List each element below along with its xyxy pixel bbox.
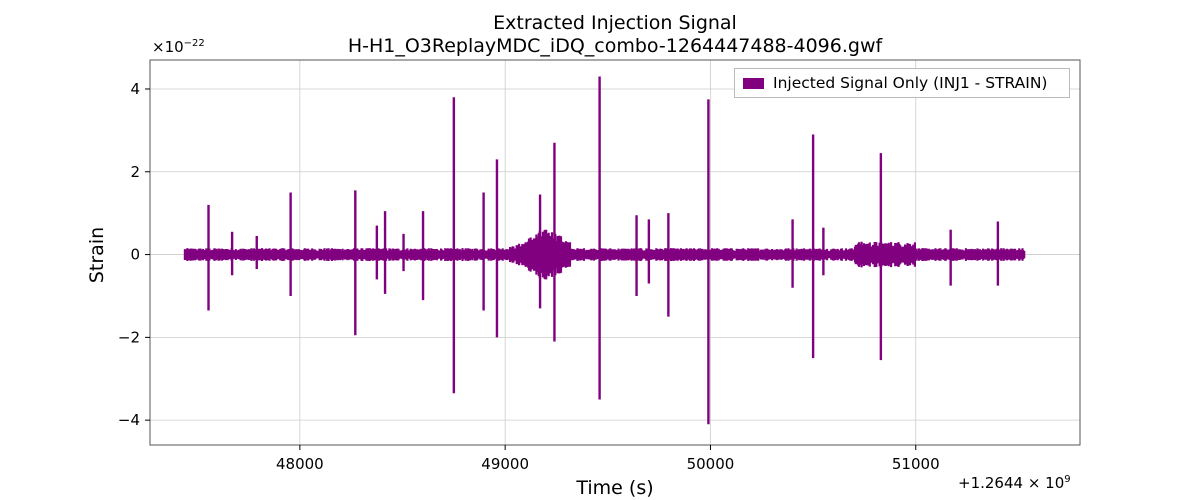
y-axis-label: Strain	[86, 226, 108, 284]
y-scale-factor: ×10−22	[152, 38, 205, 56]
legend: Injected Signal Only (INJ1 - STRAIN)	[734, 68, 1070, 98]
signal-series	[183, 76, 1026, 425]
x-tick-label: 48000	[276, 455, 324, 473]
chart-subtitle: H-H1_O3ReplayMDC_iDQ_combo-1264447488-40…	[347, 35, 883, 57]
legend-swatch	[743, 77, 764, 89]
x-offset-label: +1.2644 × 109	[958, 474, 1071, 492]
chart-title: Extracted Injection Signal	[493, 12, 737, 34]
x-tick-label: 49000	[481, 455, 529, 473]
y-tick-label: 4	[130, 80, 140, 98]
axes: 48000 49000 50000 51000 −4 −2 0 2 4	[118, 59, 1081, 473]
x-tick-label: 51000	[892, 455, 940, 473]
plot-frame	[149, 59, 1081, 446]
y-tick-label: 2	[130, 163, 140, 181]
y-tick-label: −2	[118, 328, 140, 346]
x-axis-label: Time (s)	[576, 477, 654, 499]
x-tick-label: 50000	[687, 455, 735, 473]
legend-label: Injected Signal Only (INJ1 - STRAIN)	[773, 74, 1048, 92]
y-tick-label: −4	[118, 411, 140, 429]
y-tick-label: 0	[130, 246, 140, 264]
